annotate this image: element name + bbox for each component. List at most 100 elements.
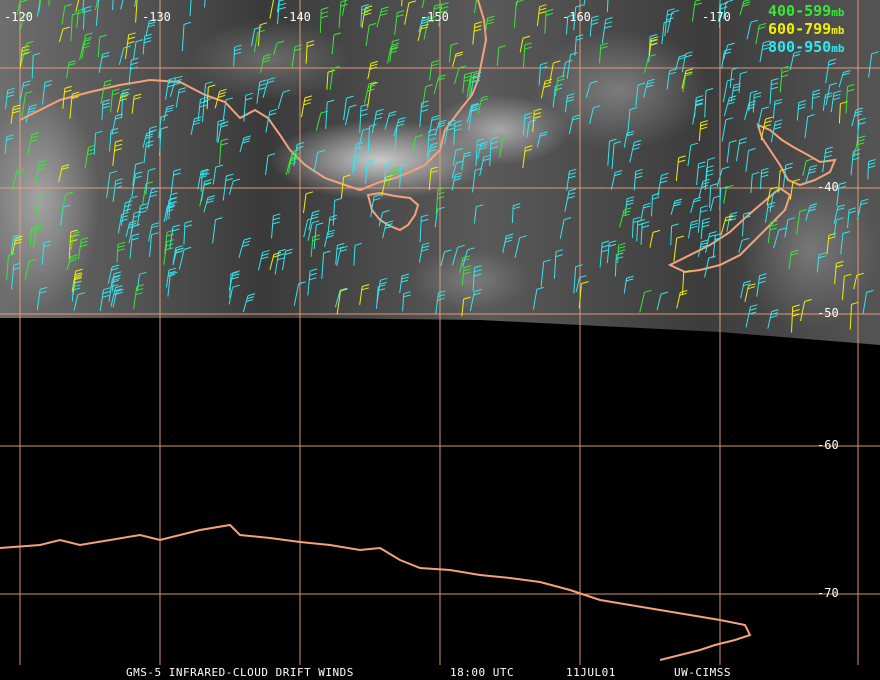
wind-barb	[666, 68, 677, 90]
wind-barb	[112, 178, 123, 203]
wind-barb	[779, 65, 790, 93]
wind-barb	[262, 77, 276, 98]
wind-barb	[361, 5, 373, 29]
wind-barb	[744, 100, 757, 120]
wind-barb	[251, 26, 262, 46]
wind-barb	[461, 265, 472, 286]
wind-barb	[163, 203, 175, 223]
wind-barb	[29, 225, 39, 246]
wind-barb	[862, 289, 874, 314]
wind-barb	[170, 168, 182, 194]
wind-barb	[825, 58, 837, 84]
wind-barb	[681, 51, 693, 73]
wind-barb	[459, 255, 470, 273]
wind-barb	[108, 275, 120, 302]
wind-barb	[48, 0, 50, 6]
wind-barb	[206, 84, 216, 110]
wind-barb	[169, 75, 183, 97]
wind-barb	[353, 242, 363, 266]
wind-barb	[540, 78, 553, 99]
wind-barb	[687, 142, 699, 167]
wind-barb	[165, 77, 176, 100]
wind-barb	[744, 283, 756, 302]
lat-label-70: -70	[817, 586, 839, 600]
wind-barb	[107, 264, 120, 285]
wind-barb	[845, 84, 855, 114]
wind-barb	[800, 299, 812, 322]
wind-barb	[472, 167, 483, 193]
wind-barb	[440, 249, 452, 267]
wind-barb	[709, 183, 718, 208]
wind-barb	[269, 0, 274, 19]
wind-barb	[265, 153, 276, 176]
wind-barb	[203, 81, 213, 103]
wind-barb	[822, 92, 833, 111]
wind-barb	[253, 29, 265, 53]
wind-barb	[25, 104, 37, 123]
wind-barb	[692, 99, 704, 125]
wind-barb	[31, 52, 41, 79]
wind-barb	[670, 198, 683, 215]
wind-barb	[559, 217, 572, 239]
wind-barb	[769, 189, 781, 212]
wind-barb	[393, 117, 406, 137]
wind-barb	[378, 209, 390, 227]
wind-barb	[112, 139, 123, 166]
wind-barb	[82, 5, 92, 30]
wind-barb	[553, 249, 564, 279]
wind-barb	[10, 234, 21, 256]
wind-barb	[293, 281, 306, 306]
wind-barb	[19, 12, 32, 30]
wind-barb	[538, 62, 548, 86]
wind-barb	[178, 246, 192, 270]
wind-barb	[169, 224, 181, 249]
wind-barb	[789, 178, 801, 200]
lat-label-60: -60	[817, 438, 839, 452]
wind-barb	[334, 287, 348, 308]
wind-barb	[111, 271, 122, 292]
wind-barb	[851, 107, 864, 127]
wind-barb	[110, 88, 120, 113]
wind-barb	[469, 289, 482, 312]
wind-barb	[552, 83, 563, 108]
wind-barb	[197, 168, 209, 190]
wind-barb	[796, 100, 806, 121]
wind-barb	[816, 252, 827, 273]
wind-barb	[767, 220, 778, 244]
wind-barb	[271, 213, 281, 239]
wind-barb	[129, 233, 140, 259]
wind-barb	[575, 275, 587, 293]
wind-barb	[200, 169, 210, 192]
wind-barb	[766, 186, 778, 206]
wind-barb	[682, 269, 691, 295]
wind-barb	[697, 205, 708, 233]
wind-barb	[402, 291, 411, 312]
wind-barb	[624, 196, 635, 216]
wind-barb	[228, 178, 241, 195]
wind-barb	[562, 59, 573, 78]
wind-barb	[718, 0, 721, 23]
wind-barb	[95, 0, 101, 26]
wind-barb	[709, 195, 721, 212]
wind-barb	[69, 91, 80, 119]
lat-label-50: -50	[817, 306, 839, 320]
wind-barb	[197, 96, 208, 121]
wind-barb	[434, 119, 447, 137]
wind-barb	[142, 33, 152, 55]
wind-barb	[256, 79, 267, 104]
wind-barb	[627, 107, 638, 136]
legend-entry-800-950: 800-950mb	[768, 38, 845, 56]
wind-barb	[71, 268, 83, 292]
wind-barb	[265, 108, 278, 133]
wind-barb	[752, 92, 762, 113]
wind-barb	[19, 80, 31, 103]
wind-barb	[58, 164, 70, 183]
wind-barb	[310, 234, 321, 258]
wind-barb	[38, 0, 42, 12]
wind-barb	[148, 222, 160, 242]
wind-barb	[204, 0, 206, 8]
wind-barb	[274, 248, 286, 275]
wind-barb	[723, 0, 734, 20]
wind-barb	[729, 67, 740, 89]
wind-barb	[5, 87, 15, 109]
